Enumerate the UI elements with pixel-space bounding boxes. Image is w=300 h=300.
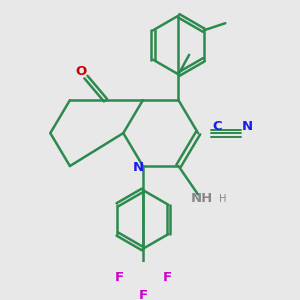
Text: H: H (219, 194, 227, 204)
Text: F: F (162, 271, 172, 284)
Text: C: C (212, 120, 222, 134)
Text: N: N (133, 161, 144, 174)
Text: N: N (242, 120, 253, 134)
Text: F: F (138, 290, 147, 300)
Text: O: O (75, 65, 86, 78)
Text: F: F (114, 271, 123, 284)
Text: NH: NH (190, 193, 213, 206)
